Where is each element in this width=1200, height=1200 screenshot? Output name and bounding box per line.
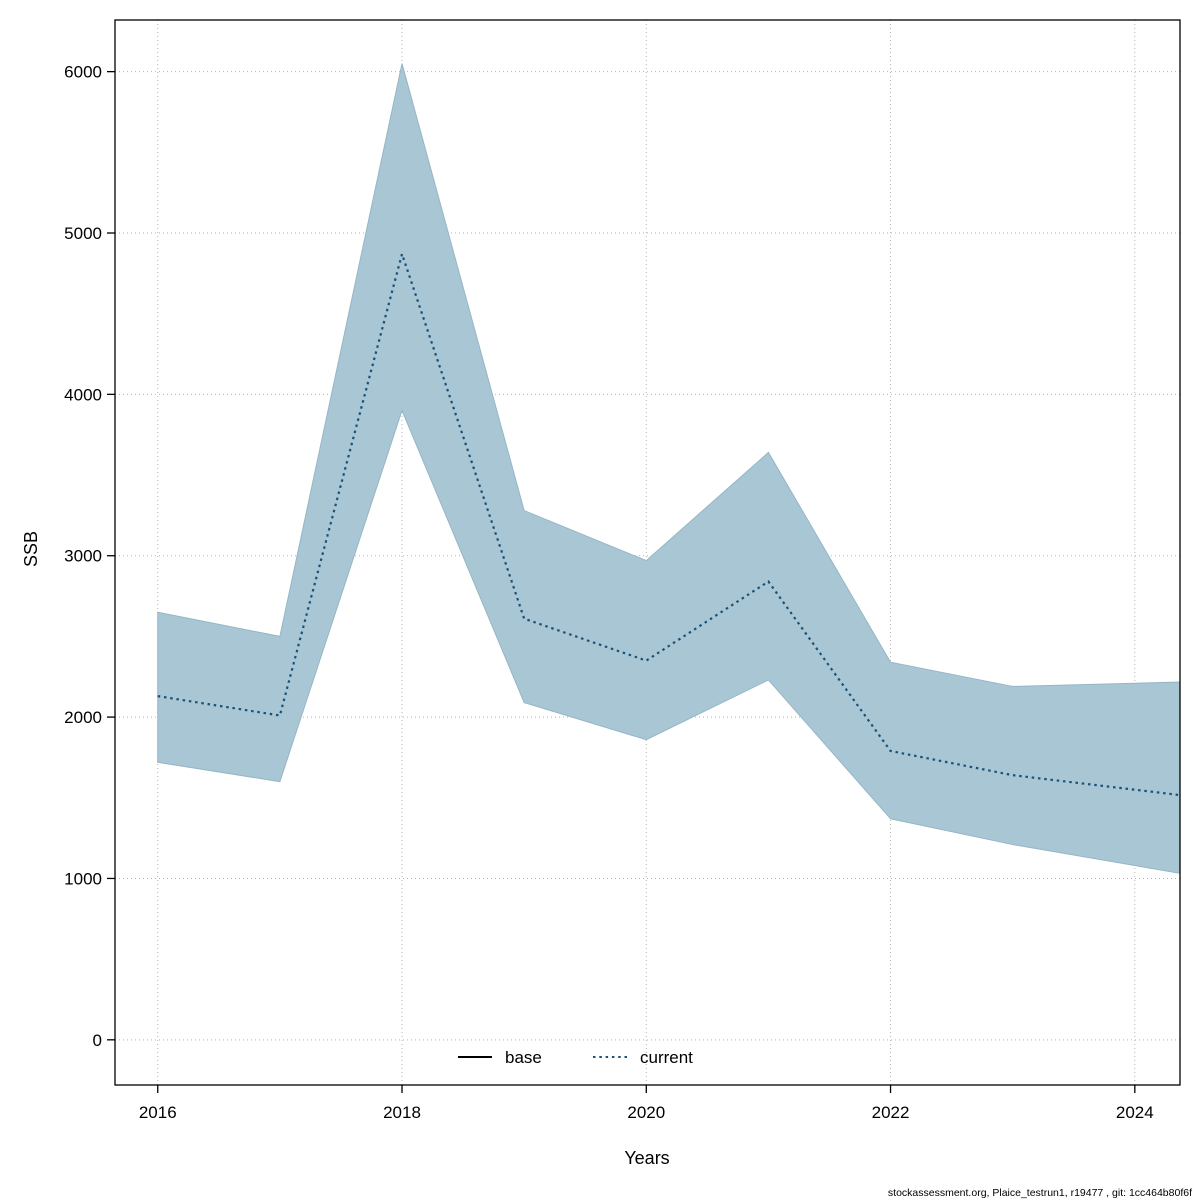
legend-label-base: base [505, 1048, 542, 1067]
legend-label-current: current [640, 1048, 693, 1067]
x-tick-label-2018: 2018 [383, 1103, 421, 1122]
footer-text: stockassessment.org, Plaice_testrun1, r1… [888, 1187, 1192, 1199]
plot-border [114, 19, 1181, 1086]
band-layer [157, 63, 1181, 874]
grid-layer [115, 20, 1180, 1085]
x-tick-label-2016: 2016 [139, 1103, 177, 1122]
x-tick-label-2022: 2022 [872, 1103, 910, 1122]
chart-legend: base current [458, 1048, 693, 1067]
x-axis-title: Years [624, 1148, 669, 1168]
x-tick-label-2024: 2024 [1116, 1103, 1154, 1122]
y-tick-label-6000: 6000 [64, 63, 102, 82]
y-tick-label-3000: 3000 [64, 547, 102, 566]
axes-layer: 2016 2018 2020 2022 2024 0 1000 2000 3000 4000 500… [64, 19, 1181, 1122]
y-axis-title: SSB [21, 531, 41, 567]
y-tick-label-5000: 5000 [64, 224, 102, 243]
y-tick-label-0: 0 [93, 1031, 102, 1050]
y-tick-label-1000: 1000 [64, 869, 102, 888]
x-tick-label-2020: 2020 [627, 1103, 665, 1122]
confidence-band [157, 63, 1181, 874]
y-tick-label-2000: 2000 [64, 708, 102, 727]
y-tick-label-4000: 4000 [64, 385, 102, 404]
